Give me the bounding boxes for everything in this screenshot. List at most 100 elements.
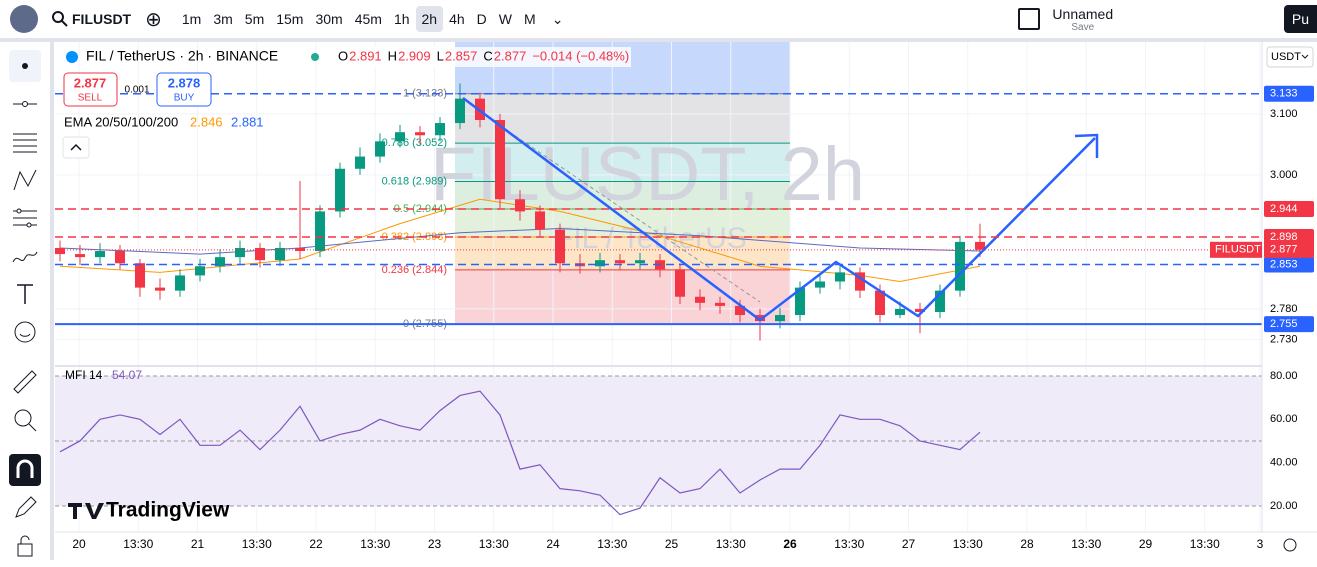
price-tag — [1264, 256, 1314, 273]
price-tag — [1264, 241, 1314, 258]
price-tag-label: 2.898 — [1270, 231, 1298, 243]
y-tick-label: 3.100 — [1270, 108, 1298, 120]
candle-body — [435, 123, 445, 136]
interval[interactable]: 1h — [393, 11, 410, 27]
candle-body — [395, 132, 405, 142]
cursor-tool[interactable] — [9, 50, 41, 82]
pattern-tool[interactable] — [9, 164, 41, 196]
price-tag — [1264, 229, 1314, 246]
save[interactable]: Save — [1071, 21, 1095, 33]
x-tick-label: 21 — [191, 537, 205, 551]
fib-tool[interactable] — [9, 126, 41, 158]
interval[interactable]: 4h — [449, 11, 465, 27]
text-tool[interactable] — [9, 278, 41, 310]
candle-body — [135, 263, 145, 288]
trend-line-tool[interactable] — [9, 88, 41, 120]
measure-tool[interactable] — [9, 366, 41, 398]
x-tick-label: 13:30 — [360, 537, 390, 551]
settings-icon[interactable] — [1283, 538, 1297, 552]
icon-tool[interactable] — [9, 316, 41, 348]
ema-line — [59, 227, 981, 255]
mfi-tick-label: 80.00 — [1270, 370, 1298, 382]
ohlc-value: 2.857 — [445, 48, 478, 63]
candle-body — [895, 308, 905, 316]
layout-name[interactable]: Unnamed — [1052, 5, 1114, 22]
legend-symbol[interactable]: FIL / TetherUS · 2h · BINANCE — [86, 48, 278, 64]
candle-body — [875, 290, 885, 316]
collapse-button[interactable] — [62, 136, 90, 159]
intervals: 1m 3m 5m 15m 30m 45m 1h 2h 4h D W M — [176, 6, 542, 32]
candle-body — [555, 229, 565, 264]
ohlc-key: O — [338, 48, 348, 63]
interval-caret[interactable]: ⌄ — [551, 10, 564, 27]
mfi-title: MFI 14 — [65, 368, 103, 382]
mfi-value: 54.07 — [112, 368, 142, 382]
candle-body — [775, 315, 785, 322]
arrow-head — [1074, 133, 1099, 158]
avatar[interactable] — [10, 5, 38, 33]
collapse-icon — [70, 143, 82, 151]
sell-button[interactable] — [63, 72, 118, 107]
add-symbol[interactable]: ⊕ — [145, 8, 162, 31]
left-toolbar — [0, 42, 54, 560]
ohlc-bg — [333, 47, 631, 67]
candle-body — [155, 287, 165, 291]
price-tag-label: 2.944 — [1270, 203, 1298, 215]
candle-body — [235, 247, 245, 258]
symbol[interactable]: FILUSDT — [72, 11, 132, 27]
user-button[interactable]: Pu — [1283, 5, 1317, 33]
sell-price[interactable]: 2.877 — [74, 75, 107, 90]
interval[interactable]: 15m — [276, 11, 304, 27]
ohlc-key: H — [388, 48, 397, 63]
interval[interactable]: 1m — [181, 11, 202, 27]
logo: TradingView — [106, 499, 230, 522]
price-tag — [1264, 316, 1314, 333]
ohlc-key: C — [483, 48, 492, 63]
buy-label[interactable]: BUY — [174, 93, 195, 104]
x-tick-label: 26 — [783, 537, 797, 551]
interval[interactable]: 3m — [213, 11, 233, 27]
candle-body — [795, 287, 805, 316]
lock-tool[interactable] — [9, 530, 41, 562]
ema-title: EMA 20/50/100/200 — [64, 114, 178, 129]
interval[interactable]: 2h — [415, 6, 444, 32]
candle-body — [55, 247, 65, 255]
candle-body — [815, 281, 825, 288]
x-tick-label: 23 — [428, 537, 442, 551]
ema-value: 2.881 — [231, 114, 264, 129]
currency[interactable]: USDT — [1271, 51, 1301, 63]
mfi-tick-label: 40.00 — [1270, 457, 1298, 469]
interval[interactable]: 5m — [244, 11, 265, 27]
candle-body — [855, 272, 865, 291]
buy-price[interactable]: 2.878 — [168, 75, 201, 90]
candle-body — [115, 251, 125, 264]
candle-body — [935, 290, 945, 312]
price-tag-label: 2.755 — [1270, 318, 1298, 330]
interval[interactable]: 45m — [354, 11, 382, 27]
layout-icon[interactable] — [1018, 8, 1041, 30]
forecast-tool[interactable] — [9, 202, 41, 234]
y-tick-label: 2.780 — [1270, 303, 1298, 315]
draw-mode-tool[interactable] — [9, 492, 41, 524]
x-tick-label: 13:30 — [1071, 537, 1101, 551]
candle-body — [255, 247, 265, 261]
interval[interactable]: M — [524, 11, 536, 27]
buy-button[interactable] — [156, 72, 212, 107]
candle-body — [535, 211, 545, 230]
magnet-tool[interactable] — [9, 454, 41, 486]
sell-label[interactable]: SELL — [78, 93, 103, 104]
interval[interactable]: D — [476, 11, 487, 27]
brush-tool[interactable] — [9, 240, 41, 272]
candle-body — [595, 260, 605, 267]
candle-body — [195, 266, 205, 276]
logo-icon — [68, 503, 104, 519]
zoom-tool[interactable] — [9, 404, 41, 436]
currency-button[interactable] — [1266, 46, 1314, 68]
currency-caret — [1301, 54, 1309, 59]
interval[interactable]: 30m — [315, 11, 343, 27]
interval[interactable]: W — [498, 11, 513, 27]
projection-line — [479, 111, 761, 303]
x-tick-label: 13:30 — [953, 537, 983, 551]
symbol-tag-label: FILUSDT — [1215, 244, 1261, 256]
